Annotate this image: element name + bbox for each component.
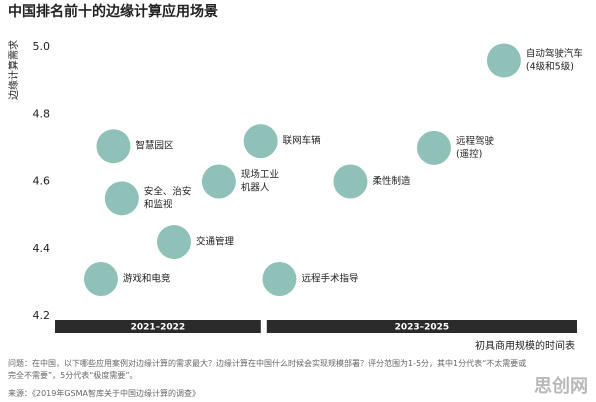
y-tick-label: 4.8 <box>33 107 51 120</box>
period-band <box>266 320 577 333</box>
y-tick-label: 5.0 <box>33 40 51 53</box>
bubble <box>416 130 451 165</box>
y-tick-label: 4.4 <box>33 242 51 255</box>
bubble <box>96 129 131 164</box>
bubble <box>333 164 368 199</box>
y-tick-label: 4.2 <box>33 309 51 322</box>
point-label: 联网车辆 <box>283 135 322 147</box>
point-label: 游戏和电竞 <box>123 273 171 285</box>
period-label: 2023–2025 <box>395 323 450 333</box>
x-axis-label: 初具商用规模的时间表 <box>475 339 575 352</box>
point-label: (遥控) <box>456 148 482 160</box>
point-label: 交通管理 <box>196 236 235 248</box>
question-note: 问题：在中国，以下哪些应用案例对边缘计算的需求最大？边缘计算在中国什么时候会实现… <box>8 359 527 380</box>
point-label: 自动驾驶汽车 <box>526 47 583 59</box>
bubble <box>157 225 192 260</box>
point-label: 现场工业 <box>241 170 279 181</box>
point-label: 智慧园区 <box>135 140 174 152</box>
bubble <box>486 43 521 78</box>
bubble <box>83 262 118 297</box>
chart: 中国排名前十的边缘计算应用场景 边缘计算需求 初具商用规模的时间表 4.2 4.4… <box>7 3 583 352</box>
point-label: 安全、治安 <box>144 185 192 197</box>
period-label: 2021–2022 <box>131 323 186 333</box>
bubble <box>262 262 297 297</box>
chart-title: 中国排名前十的边缘计算应用场景 <box>8 3 218 20</box>
source-note: 来源：《2019年GSMA智库关于中国边缘计算的调查》 <box>8 389 201 398</box>
y-tick-label: 4.6 <box>33 175 51 188</box>
bubble <box>201 164 236 199</box>
point-label: 远程手术指导 <box>301 273 358 285</box>
point-label: (4级和5级) <box>526 60 574 72</box>
point-label: 机器人 <box>241 182 270 194</box>
point-label: 柔性制造 <box>372 175 411 187</box>
watermark: 思创网 <box>534 376 588 397</box>
point-label: 远程驾驶 <box>456 135 495 147</box>
bubble <box>243 124 278 159</box>
point-label: 和监视 <box>144 198 173 210</box>
period-band <box>55 320 261 333</box>
bubble <box>104 181 139 216</box>
y-axis-label: 边缘计算需求 <box>7 40 20 100</box>
